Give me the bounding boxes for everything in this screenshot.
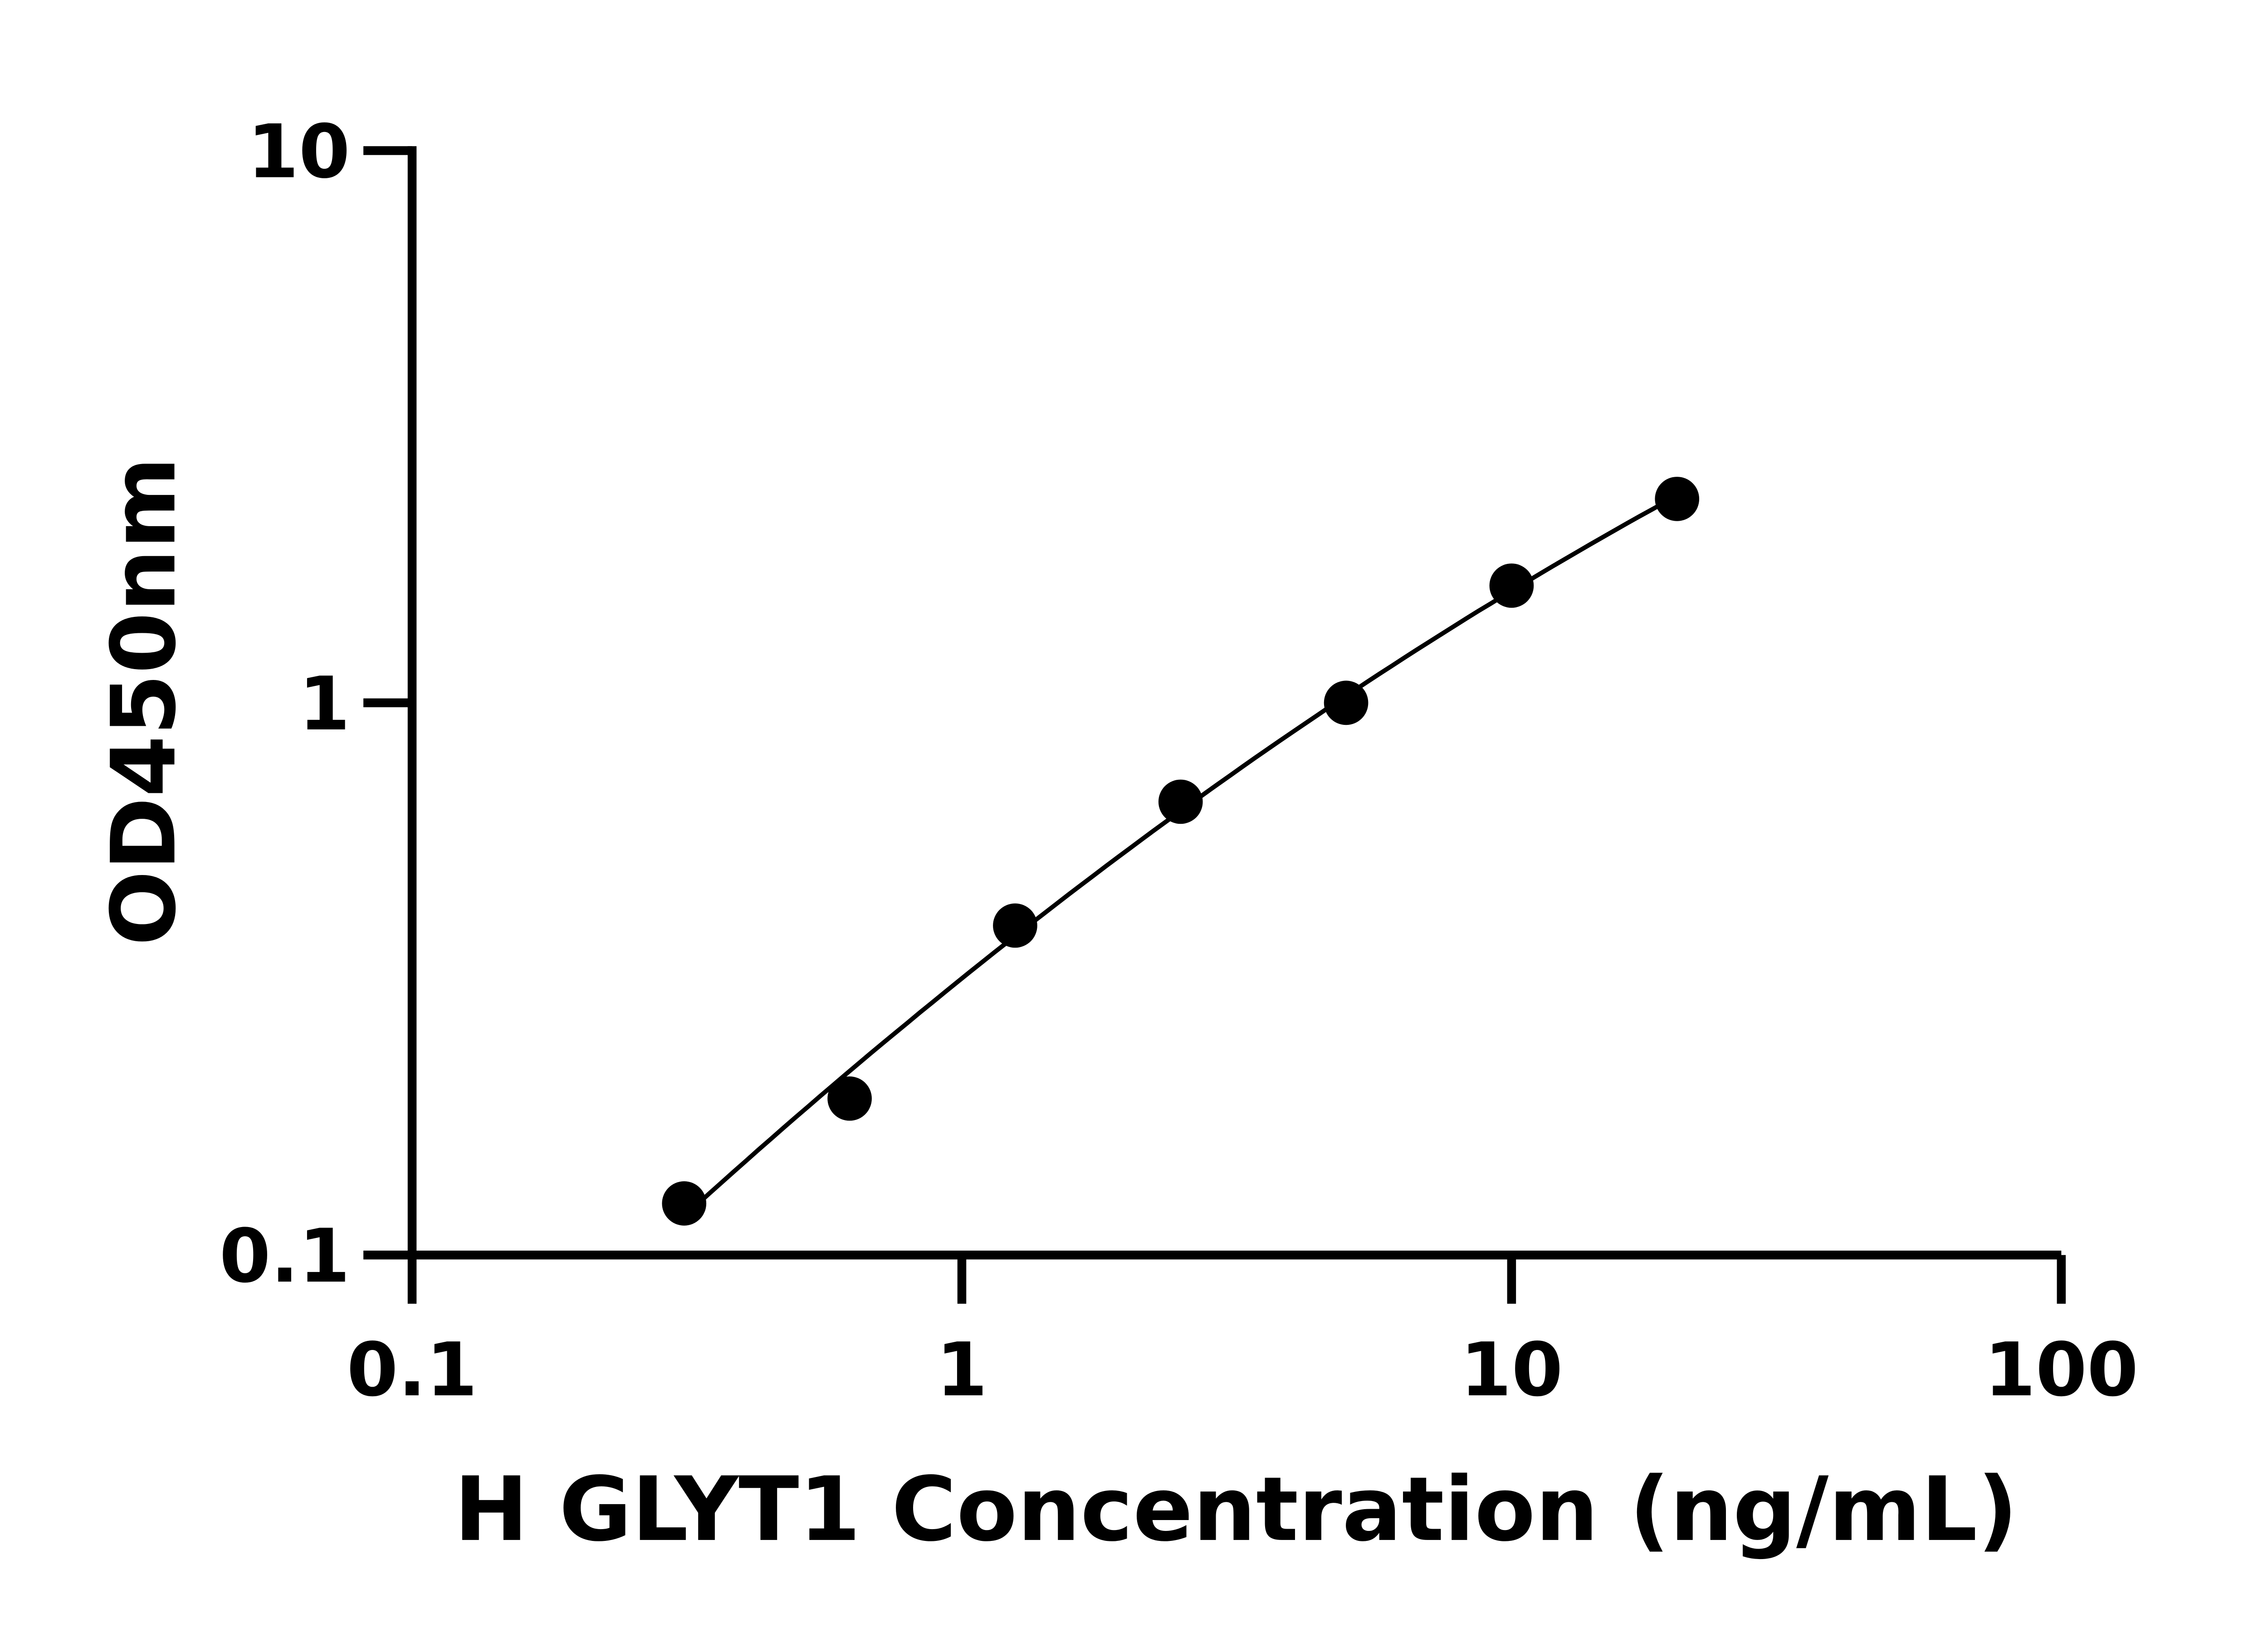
data-point	[1158, 779, 1203, 824]
x-axis-label: H GLYT1 Concentration (ng/mL)	[454, 1458, 2018, 1561]
data-point	[1324, 680, 1369, 725]
x-tick-label: 10	[1460, 1327, 1563, 1413]
x-tick-label: 0.1	[347, 1327, 477, 1413]
data-point	[993, 903, 1037, 948]
y-tick-label: 1	[299, 661, 350, 747]
axes: 0.1 1 10 100 0.1 1 10	[220, 109, 2139, 1413]
data-point	[827, 1076, 872, 1121]
y-tick-label: 0.1	[220, 1213, 350, 1299]
x-tick-label: 100	[1984, 1327, 2138, 1413]
y-tick-label: 10	[247, 109, 350, 195]
data-point	[1655, 477, 1700, 521]
data-point	[1489, 563, 1534, 608]
y-axis-label: OD450nm	[93, 457, 196, 946]
x-tick-label: 1	[936, 1327, 987, 1413]
data-points	[662, 477, 1700, 1226]
data-point	[662, 1181, 707, 1226]
